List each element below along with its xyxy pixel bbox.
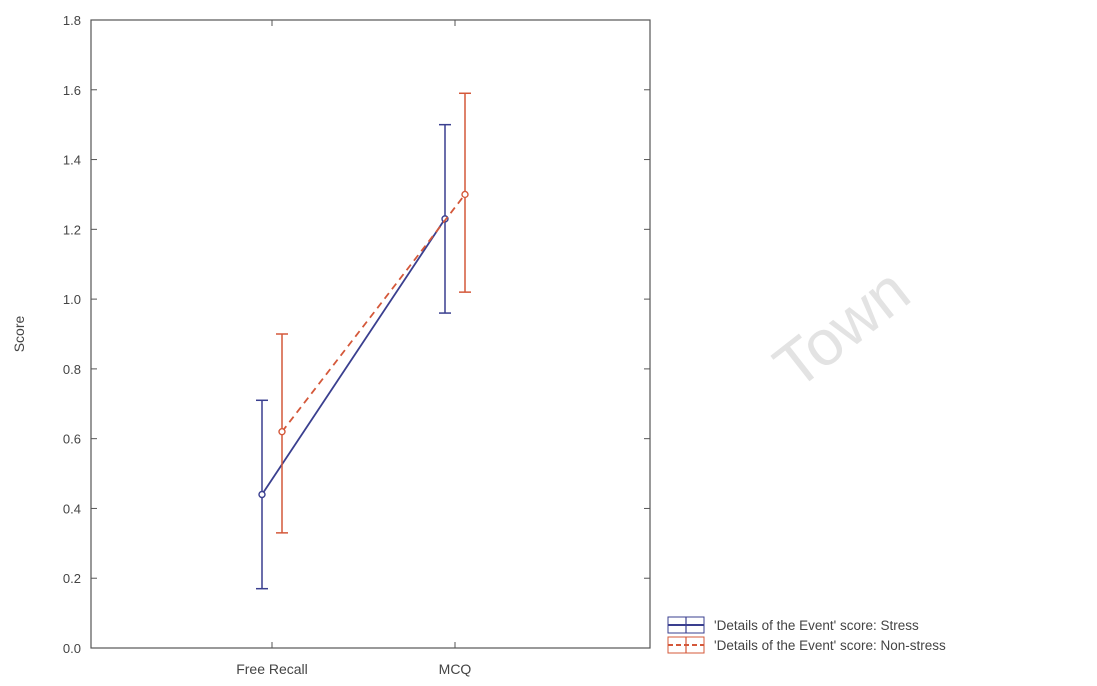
x-axis: Free Recall MCQ (236, 20, 471, 677)
series-1 (276, 92, 471, 534)
legend-label: 'Details of the Event' score: Stress (714, 618, 919, 633)
data-point (278, 427, 286, 436)
y-tick-label: 0.4 (63, 501, 81, 516)
x-tick-label: Free Recall (236, 661, 308, 677)
series-layer (256, 92, 471, 590)
series-0 (256, 123, 451, 590)
plot-frame (90, 19, 651, 649)
y-axis-label: Score (11, 316, 27, 353)
y-tick-label: 1.2 (63, 222, 81, 237)
legend-label: 'Details of the Event' score: Non-stress (714, 638, 946, 653)
y-tick-label: 0.0 (63, 641, 81, 656)
y-tick-label: 1.8 (63, 13, 81, 28)
legend-swatch (667, 636, 705, 654)
x-tick-label: MCQ (439, 661, 472, 677)
y-axis: 0.0 0.2 0.4 0.6 0.8 1.0 1.2 1.4 1.6 1.8 (63, 13, 650, 656)
y-tick-label: 0.8 (63, 362, 81, 377)
y-tick-label: 1.6 (63, 83, 81, 98)
legend: 'Details of the Event' score: Stress 'Det… (667, 616, 946, 654)
y-tick-label: 0.6 (63, 432, 81, 447)
y-tick-label: 1.0 (63, 292, 81, 307)
y-tick-label: 1.4 (63, 153, 81, 168)
legend-swatch (667, 616, 705, 634)
series-line (261, 218, 446, 495)
data-point (461, 190, 469, 199)
series-line (281, 193, 466, 433)
data-point (258, 490, 266, 499)
y-tick-label: 0.2 (63, 571, 81, 586)
